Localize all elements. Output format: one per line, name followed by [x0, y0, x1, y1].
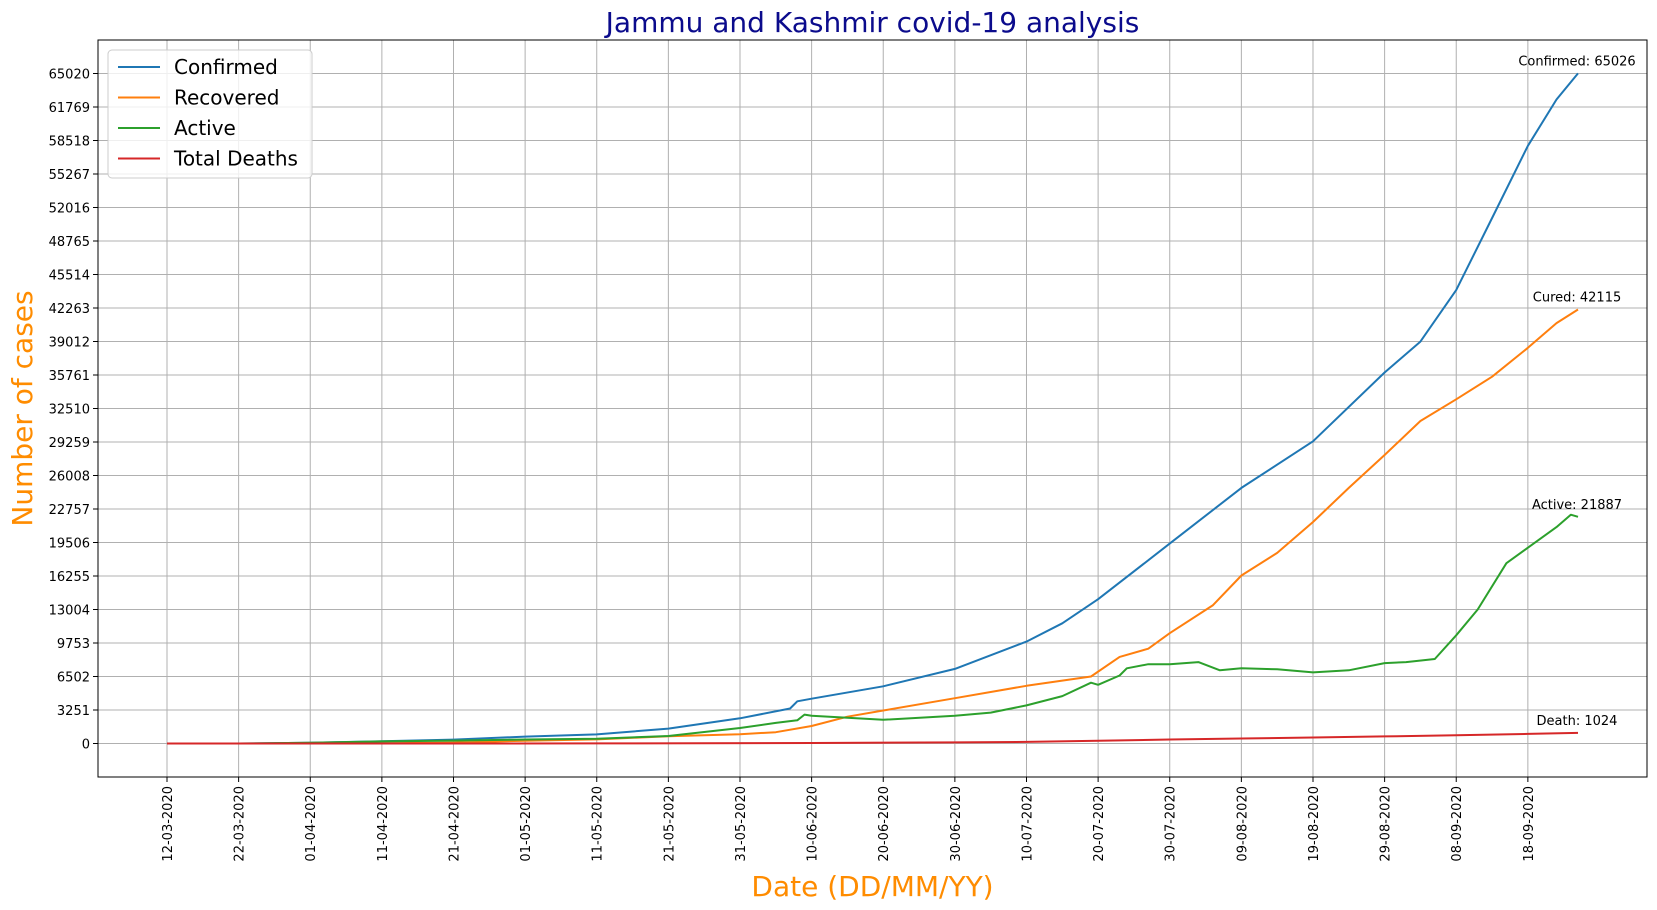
x-tick-label: 01-05-2020 — [519, 786, 534, 862]
x-tick-label: 20-06-2020 — [877, 786, 892, 862]
y-tick-label: 22757 — [49, 503, 90, 518]
y-tick-label: 19506 — [49, 537, 90, 552]
x-tick-label: 22-03-2020 — [233, 786, 248, 862]
annotation-confirmed: Confirmed: 65026 — [1518, 54, 1635, 69]
grid — [98, 40, 1647, 777]
y-tick-label: 0 — [82, 738, 90, 753]
series-line-deaths — [167, 731, 1579, 745]
y-tick-label: 42263 — [49, 302, 90, 317]
x-tick-label: 21-05-2020 — [662, 786, 677, 862]
x-axis-label: Date (DD/MM/YY) — [751, 870, 993, 903]
legend-label-recovered: Recovered — [174, 86, 279, 110]
x-tick-label: 31-05-2020 — [734, 786, 749, 862]
y-tick-label: 55267 — [49, 168, 90, 183]
x-tick-label: 11-05-2020 — [591, 786, 606, 862]
y-tick-label: 9753 — [57, 637, 90, 652]
x-tick-label: 12-03-2020 — [161, 786, 176, 862]
x-tick-label: 01-04-2020 — [304, 786, 319, 862]
y-tick-label: 52016 — [49, 202, 90, 217]
y-tick-label: 61769 — [49, 101, 90, 116]
x-tick-label: 09-08-2020 — [1235, 786, 1250, 862]
legend-label-confirmed: Confirmed — [174, 55, 278, 79]
y-tick-label: 35761 — [49, 369, 90, 384]
annotation-deaths: Death: 1024 — [1537, 714, 1618, 729]
series-line-confirmed — [167, 72, 1579, 745]
series-line-active — [167, 513, 1579, 745]
y-axis-label: Number of cases — [6, 290, 39, 526]
legend: Confirmed Recovered Active Total Deaths — [107, 49, 313, 179]
y-tick-label: 39012 — [49, 336, 90, 351]
y-tick-label: 58518 — [49, 135, 90, 150]
y-tick-label: 32510 — [49, 403, 90, 418]
legend-label-active: Active — [174, 116, 236, 140]
y-axis-ticks: 0 3251 6502 9753 13004 16255 19506 22757 26008 29… — [49, 68, 98, 753]
x-tick-label: 18-09-2020 — [1522, 786, 1537, 862]
annotation-recovered: Cured: 42115 — [1533, 291, 1622, 306]
series-lines — [167, 72, 1579, 745]
x-tick-label: 10-07-2020 — [1020, 786, 1035, 862]
legend-box — [107, 49, 313, 179]
end-annotations: Confirmed: 65026 Cured: 42115 Active: 2188… — [1518, 54, 1635, 729]
x-tick-label: 30-07-2020 — [1164, 786, 1179, 862]
y-tick-label: 45514 — [49, 269, 90, 284]
x-tick-label: 20-07-2020 — [1092, 786, 1107, 862]
chart-title: Jammu and Kashmir covid-19 analysis — [604, 6, 1140, 39]
y-tick-label: 65020 — [49, 68, 90, 83]
y-tick-label: 13004 — [49, 604, 90, 619]
y-tick-label: 6502 — [57, 671, 90, 686]
annotation-active: Active: 21887 — [1532, 498, 1622, 513]
y-tick-label: 16255 — [49, 570, 90, 585]
x-tick-label: 10-06-2020 — [806, 786, 821, 862]
x-tick-label: 08-09-2020 — [1450, 786, 1465, 862]
x-tick-label: 11-04-2020 — [376, 786, 391, 862]
legend-label-deaths: Total Deaths — [173, 147, 298, 171]
x-axis-ticks: 12-03-2020 22-03-2020 01-04-2020 11-04-2020… — [161, 777, 1537, 862]
x-tick-label: 30-06-2020 — [949, 786, 964, 862]
x-tick-label: 19-08-2020 — [1307, 786, 1322, 862]
x-tick-label: 21-04-2020 — [447, 786, 462, 862]
y-tick-label: 3251 — [57, 704, 90, 719]
x-tick-label: 29-08-2020 — [1379, 786, 1394, 862]
y-tick-label: 29259 — [49, 436, 90, 451]
y-tick-label: 48765 — [49, 235, 90, 250]
y-tick-label: 26008 — [49, 470, 90, 485]
series-line-recovered — [167, 308, 1579, 745]
